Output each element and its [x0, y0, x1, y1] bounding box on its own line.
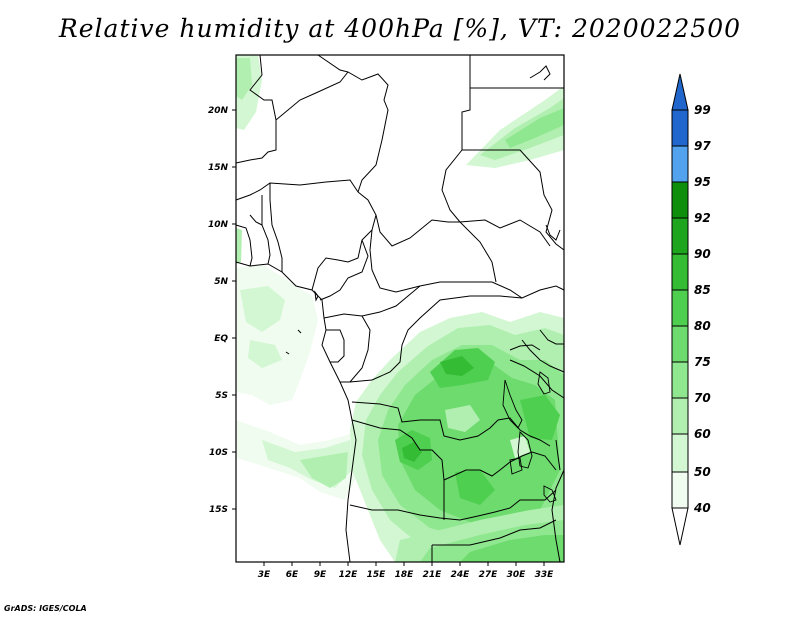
lon-tick-label: 18E [395, 570, 415, 580]
colorbar-box [672, 290, 688, 326]
colorbar-box [672, 326, 688, 362]
colorbar-label: 40 [693, 501, 711, 515]
colorbar-box [672, 398, 688, 434]
lat-tick-label: 10N [208, 220, 229, 230]
lon-tick-label: 21E [423, 570, 443, 580]
colorbar-label: 80 [694, 319, 711, 333]
lon-tick-label: 3E [258, 570, 271, 580]
colorbar-label: 85 [694, 283, 711, 297]
lat-tick-label: 15S [209, 505, 228, 515]
colorbar-label: 60 [694, 427, 711, 441]
colorbar-label: 70 [694, 391, 711, 405]
lat-tick-label: 10S [209, 448, 228, 458]
colorbar-label: 50 [694, 465, 711, 479]
lat-tick-label: 20N [208, 106, 229, 116]
colorbar-label: 90 [694, 247, 711, 261]
lon-tick-label: 33E [535, 570, 555, 580]
colorbar-label: 92 [694, 211, 711, 225]
grads-credit: GrADS: IGES/COLA [4, 604, 87, 613]
lat-tick-label: 5N [214, 277, 228, 287]
humidity-shading [236, 55, 564, 562]
colorbar-box [672, 254, 688, 290]
colorbar-label: 75 [694, 355, 711, 369]
colorbar-top-arrow [671, 73, 689, 111]
colorbar-label: 99 [694, 103, 711, 117]
lat-tick-label: EQ [214, 334, 228, 344]
lat-tick-label: 5S [215, 391, 228, 401]
lon-tick-label: 15E [367, 570, 387, 580]
colorbar-bottom-arrow [671, 507, 689, 546]
lon-tick-label: 6E [286, 570, 299, 580]
lon-tick-label: 27E [479, 570, 499, 580]
page-title: Relative humidity at 400hPa [%], VT: 202… [58, 14, 742, 43]
lon-axis: 3E 6E 9E 12E 15E 18E 21E 24E 27E 30E 33E [258, 562, 554, 580]
lon-tick-label: 24E [451, 570, 471, 580]
country-borders [235, 54, 565, 563]
lon-tick-label: 9E [314, 570, 327, 580]
lon-tick-label: 12E [339, 570, 359, 580]
colorbar-box [672, 182, 688, 218]
colorbar-box [672, 218, 688, 254]
colorbar: 99 97 95 92 90 85 80 75 70 60 50 40 [671, 73, 711, 546]
map-frame [235, 54, 565, 563]
colorbar-label: 95 [694, 175, 711, 189]
colorbar-box [672, 110, 688, 146]
colorbar-label: 97 [694, 139, 711, 153]
lon-tick-label: 30E [507, 570, 527, 580]
colorbar-box [672, 472, 688, 508]
colorbar-box [672, 146, 688, 182]
colorbar-box [672, 434, 688, 472]
colorbar-box [672, 362, 688, 398]
lat-axis: 20N 15N 10N 5N EQ 5S 10S 15S [208, 106, 236, 515]
lat-tick-label: 15N [208, 163, 229, 173]
